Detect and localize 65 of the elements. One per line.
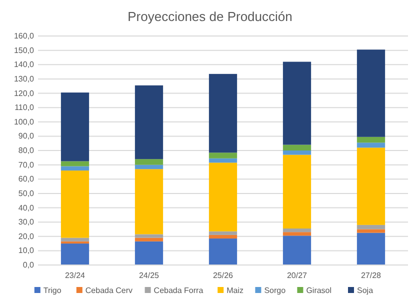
legend-label: Maiz [226,286,244,295]
bar [208,234,238,239]
bar [134,85,164,160]
bar [356,224,386,230]
bar [60,238,90,242]
y-tick-label: 70,0 [18,160,35,170]
bar [60,241,90,244]
y-tick-label: 10,0 [18,246,35,256]
legend-label: Cebada Cerv [85,286,133,295]
bar [208,74,238,153]
chart-title: Proyecciones de Producción [128,9,292,24]
y-tick-label: 40,0 [18,203,35,212]
legend-label: Trigo [43,286,62,295]
y-tick-label: 100,0 [14,117,35,126]
y-tick-label: 120,0 [14,88,35,98]
bar [356,50,386,137]
bar [60,166,90,171]
bar [356,142,386,148]
bar [134,164,164,170]
bar [356,148,386,225]
bar [208,231,238,235]
y-tick-label: 90,0 [18,132,35,141]
bar [282,228,312,232]
y-tick-label: 130,0 [14,74,35,84]
y-tick-label: 150,0 [14,46,35,55]
bar [134,238,164,242]
legend-label: Soja [357,286,374,295]
legend-label: Girasol [306,286,332,295]
bar [134,234,164,238]
bar [282,62,312,145]
x-tick-label: 25/26 [212,271,234,280]
x-tick-label: 27/28 [360,271,382,280]
bar [134,169,164,234]
legend-label: Cebada Forra [154,286,204,295]
y-tick-label: 0,0 [22,260,35,270]
bar [208,162,238,232]
bar [282,236,312,265]
legend-label: Sorgo [264,286,286,295]
bar [356,229,386,233]
y-tick-label: 160,0 [14,32,35,41]
bar [282,150,312,155]
bar [282,154,312,229]
bar [60,161,90,166]
bar [208,238,238,265]
y-tick-label: 60,0 [18,174,35,184]
bar [208,158,238,163]
x-tick-label: 23/24 [64,271,86,280]
bar [60,244,90,265]
bar [282,144,312,150]
bar [134,241,164,265]
y-tick-label: 80,0 [18,146,35,156]
bar [60,170,90,238]
y-tick-label: 110,0 [14,103,35,112]
y-tick-label: 140,0 [14,60,35,70]
bar [356,136,386,143]
y-tick-label: 30,0 [18,218,35,227]
bar [134,159,164,165]
y-tick-label: 20,0 [18,232,35,241]
bar [282,232,312,236]
bar [208,152,238,158]
x-tick-label: 24/25 [138,271,160,280]
x-tick-label: 20/27 [286,271,308,280]
bar [356,232,386,265]
y-tick-label: 50,0 [18,188,35,198]
bar [60,92,90,162]
